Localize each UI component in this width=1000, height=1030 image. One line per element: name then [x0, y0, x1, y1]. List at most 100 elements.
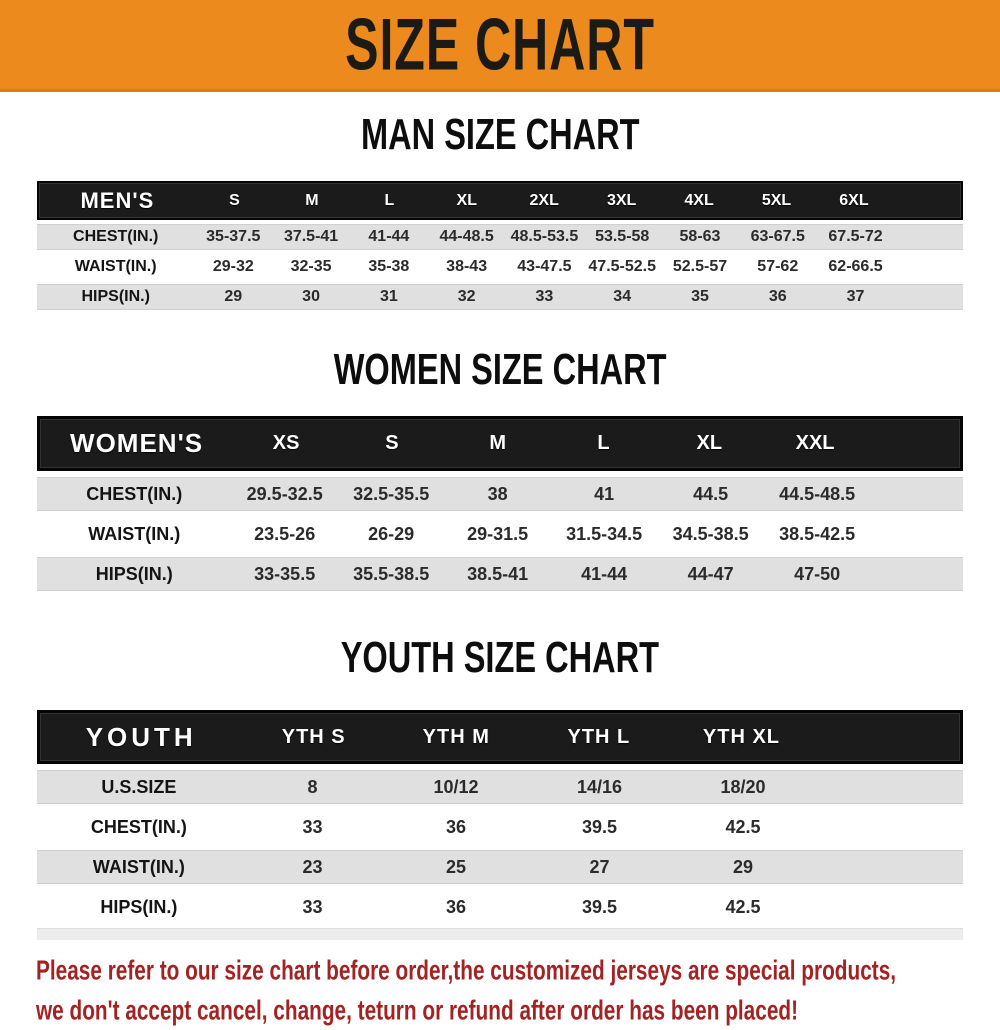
size-value: 47-50 — [764, 564, 870, 585]
size-column-header-text: YTH L — [567, 725, 631, 748]
size-value: 30 — [272, 288, 350, 306]
size-value: 31.5-34.5 — [551, 524, 657, 545]
size-column-header: S — [196, 192, 273, 210]
size-column-header-text: 2XL — [529, 191, 559, 209]
size-column-header-text: XL — [696, 432, 723, 454]
table-title-cell-text: WOMEN'S — [70, 428, 204, 458]
size-value: 27 — [528, 857, 672, 878]
table-row: HIPS(IN.) 29 30 31 32 33 34 35 36 37 — [37, 284, 963, 310]
size-value-text: 25 — [445, 856, 466, 877]
size-table-header: WOMEN'S XS S M L XL XXL — [37, 416, 963, 471]
size-value-text: 38.5-42.5 — [779, 523, 856, 544]
size-column-header-text: 5XL — [761, 191, 792, 209]
size-value: 29 — [194, 288, 272, 306]
size-value-text: 62-66.5 — [828, 258, 883, 275]
size-value-text: 42.5 — [725, 816, 761, 837]
size-value-text: 26-29 — [368, 523, 415, 544]
size-column-header-text: XXL — [795, 432, 835, 454]
size-value: 8 — [241, 777, 385, 798]
size-value: 35 — [661, 288, 739, 306]
size-value: 38-43 — [428, 258, 506, 276]
size-value: 23 — [241, 857, 385, 878]
size-value-text: 53.5-58 — [595, 228, 650, 245]
size-value-text: 32 — [457, 288, 476, 305]
table-title-cell-text: YOUTH — [85, 721, 197, 752]
size-value-text: 38 — [487, 483, 508, 504]
row-label: CHEST(IN.) — [37, 817, 241, 838]
size-value: 10/12 — [384, 777, 528, 798]
size-value: 37.5-41 — [272, 228, 350, 246]
size-value-text: 44.5-48.5 — [779, 483, 856, 504]
table-row: U.S.SIZE 8 10/12 14/16 18/20 — [37, 770, 963, 804]
size-value-text: 47-50 — [794, 563, 841, 584]
size-value: 35-38 — [350, 258, 428, 276]
size-value-text: 8 — [307, 776, 318, 797]
size-value-text: 39.5 — [581, 896, 618, 917]
size-value: 29-32 — [194, 258, 272, 276]
size-value-text: 23.5-26 — [254, 523, 316, 544]
size-value: 57-62 — [739, 258, 817, 276]
row-label-text: U.S.SIZE — [101, 776, 177, 797]
size-value-text: 31 — [379, 288, 398, 305]
size-value: 38 — [444, 484, 550, 505]
size-column-header-text: M — [489, 432, 507, 454]
size-value-text: 35.5-38.5 — [353, 563, 430, 584]
disclaimer-line-1: Please refer to our size chart before or… — [36, 954, 897, 986]
size-value-text: 57-62 — [757, 258, 799, 275]
size-value-text: 18/20 — [720, 776, 766, 797]
size-value: 14/16 — [528, 777, 672, 798]
size-column-header-text: L — [384, 191, 395, 209]
size-value-text: 29-32 — [212, 258, 254, 275]
table-title-cell: WOMEN'S — [40, 428, 233, 459]
size-value: 37 — [817, 288, 895, 306]
size-value-text: 23 — [302, 856, 323, 877]
size-value: 58-63 — [661, 228, 739, 246]
size-value: 44.5 — [657, 484, 763, 505]
size-value: 44-47 — [657, 564, 763, 585]
size-value-text: 41-44 — [368, 228, 410, 245]
size-value-text: 34.5-38.5 — [672, 523, 749, 544]
row-label-text: HIPS(IN.) — [81, 288, 150, 305]
women-section-heading: WOMEN SIZE CHART — [0, 345, 1000, 401]
size-value: 41-44 — [350, 228, 428, 246]
size-value: 36 — [384, 897, 528, 918]
women-section-heading-text: WOMEN SIZE CHART — [333, 345, 667, 394]
size-column-header: L — [551, 432, 657, 455]
size-value-text: 36 — [445, 816, 466, 837]
size-value: 34 — [583, 288, 661, 306]
table-row: HIPS(IN.) 33-35.5 35.5-38.5 38.5-41 41-44 44-… — [37, 557, 963, 591]
size-value-text: 34 — [613, 288, 632, 305]
size-value: 35.5-38.5 — [338, 564, 444, 585]
size-value: 38.5-42.5 — [764, 524, 870, 545]
row-label-text: WAIST(IN.) — [92, 856, 185, 877]
row-label-text: CHEST(IN.) — [73, 228, 159, 245]
size-value: 32-35 — [272, 258, 350, 276]
row-label-text: WAIST(IN.) — [88, 523, 181, 544]
womens-size-table-wrapper: WOMEN'S XS S M L XL XXL CHEST(IN.) 29.5-32.5 32.5… — [0, 416, 1000, 591]
size-value-text: 29 — [733, 856, 754, 877]
size-value-text: 67.5-72 — [828, 228, 883, 245]
table-row: CHEST(IN.) 29.5-32.5 32.5-35.5 38 41 44.5 44.5… — [37, 477, 963, 511]
size-value: 42.5 — [671, 817, 815, 838]
size-value-text: 63-67.5 — [750, 228, 805, 245]
size-column-header-text: YTH S — [281, 725, 346, 748]
size-value: 18/20 — [671, 777, 815, 798]
size-column-header-text: 4XL — [684, 191, 714, 209]
row-label-text: WAIST(IN.) — [74, 258, 157, 275]
size-value: 63-67.5 — [739, 228, 817, 246]
size-column-header-text: YTH M — [422, 725, 490, 748]
size-value: 33 — [241, 817, 385, 838]
row-label: WAIST(IN.) — [37, 857, 241, 878]
size-column-header-text: XS — [272, 432, 300, 454]
size-column-header: XS — [233, 432, 339, 455]
size-value: 33 — [506, 288, 584, 306]
size-value-text: 36 — [768, 288, 787, 305]
size-value-text: 38.5-41 — [467, 563, 529, 584]
size-value: 42.5 — [671, 897, 815, 918]
mens-size-table: MEN'S S M L XL 2XL 3XL 4XL 5XL 6XL CHEST(IN.) 35-37… — [37, 181, 963, 310]
size-column-header: 3XL — [583, 192, 660, 210]
table-row: WAIST(IN.) 29-32 32-35 35-38 38-43 43-47.5 47.… — [37, 254, 963, 280]
size-value-text: 44.5 — [693, 483, 729, 504]
size-value-text: 35-37.5 — [206, 228, 261, 245]
size-column-header: YTH M — [385, 726, 528, 749]
